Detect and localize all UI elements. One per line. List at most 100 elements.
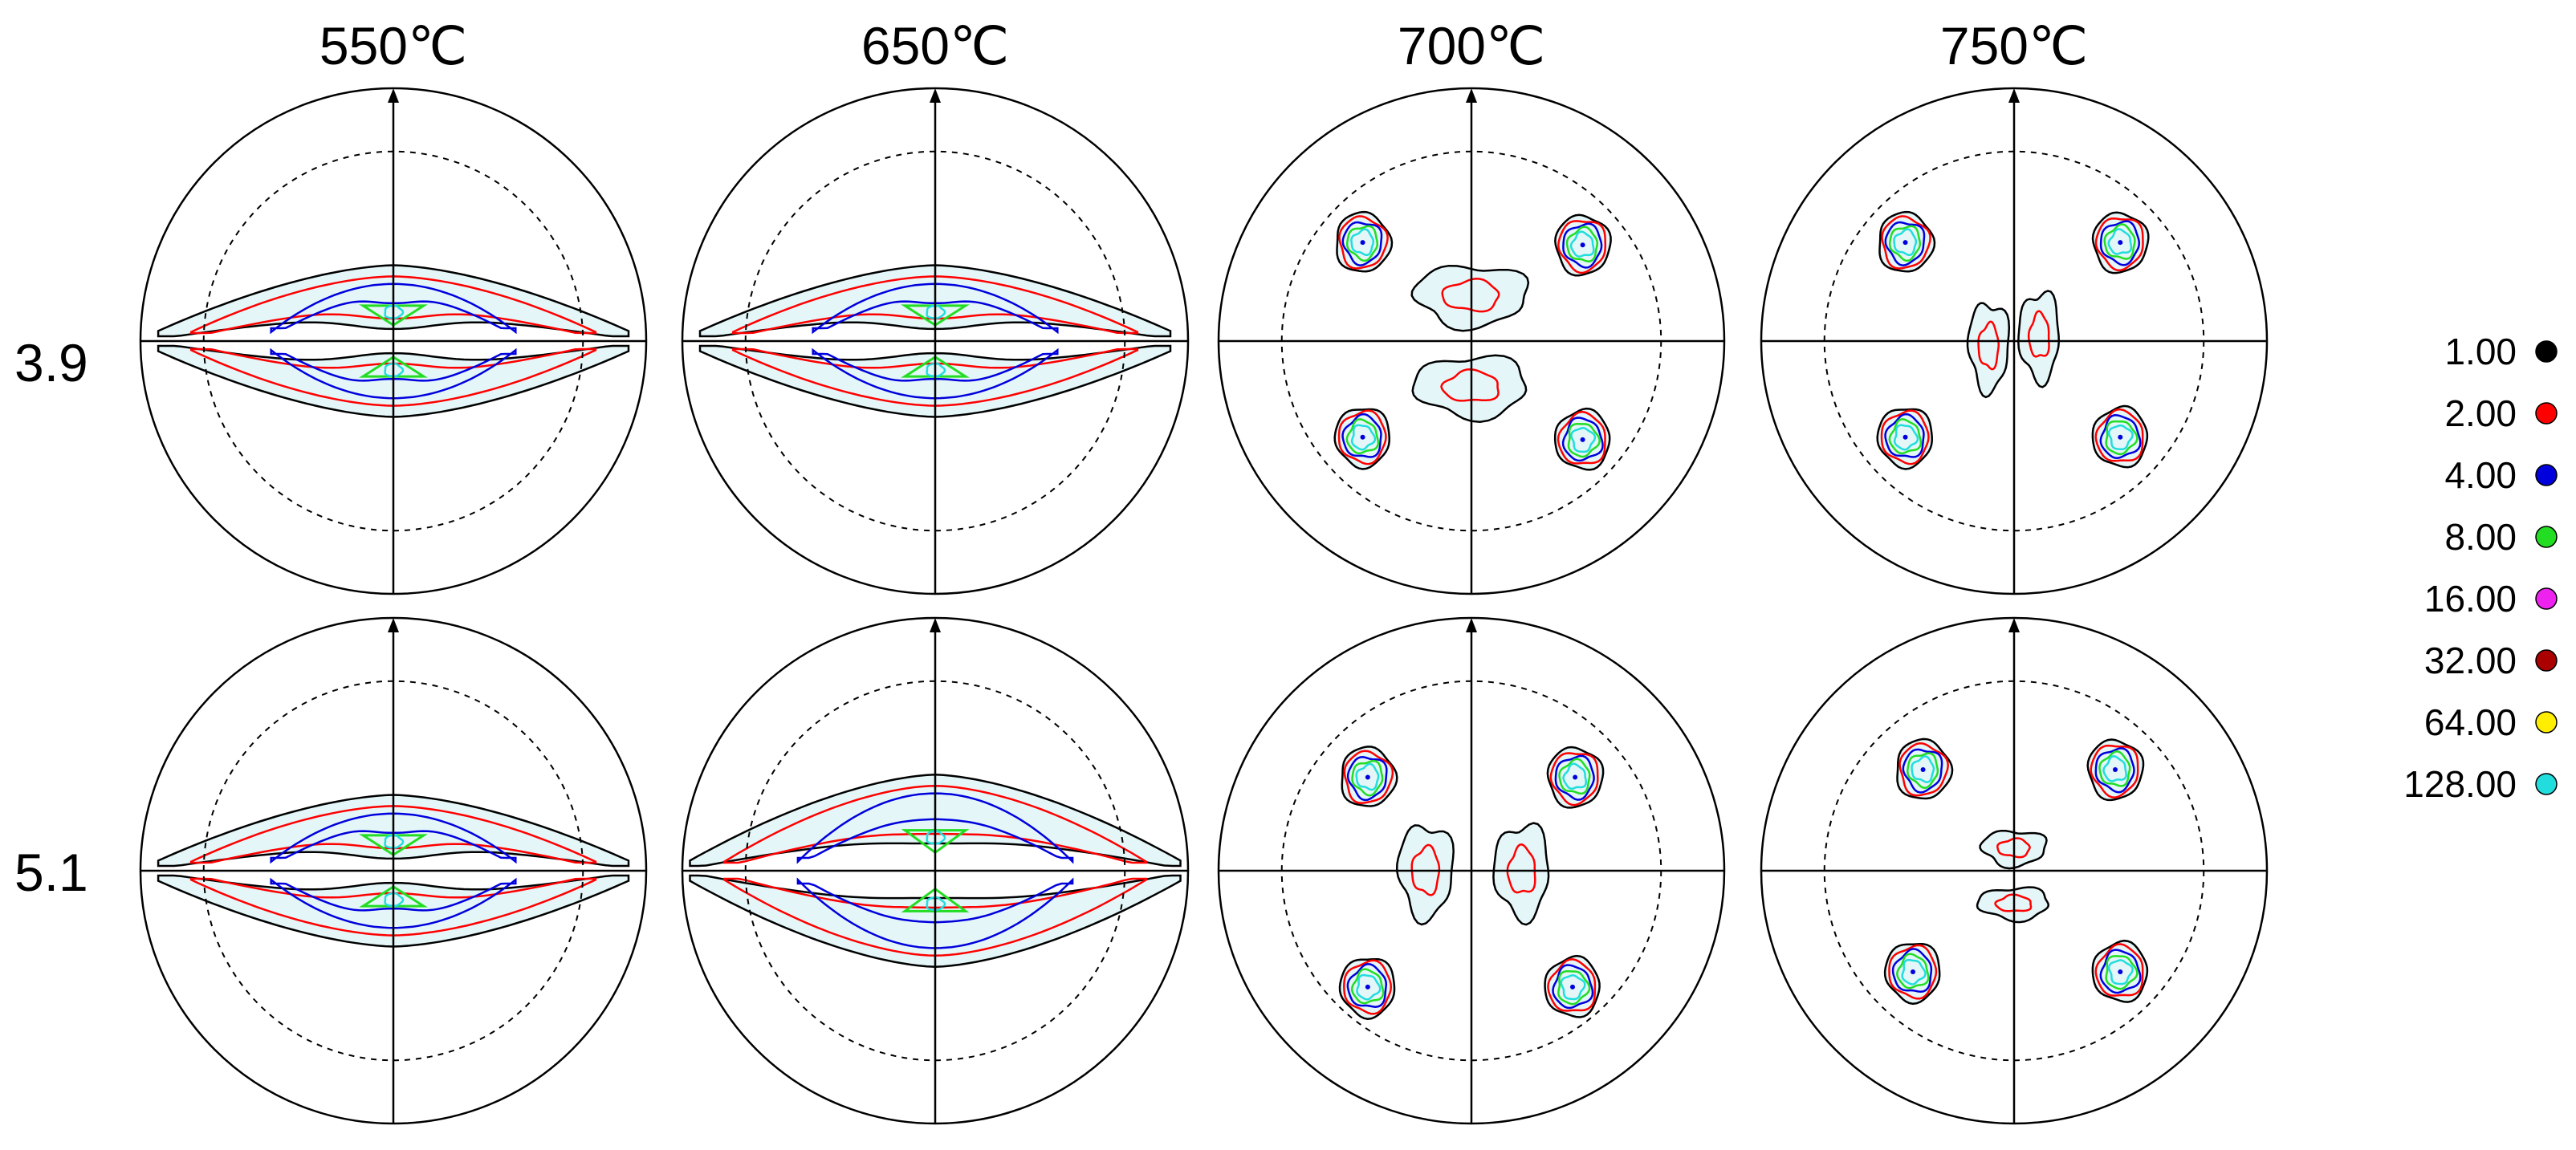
spot-contour xyxy=(2094,408,2144,462)
axis-arrow-icon xyxy=(1466,618,1477,632)
axis-arrow-icon xyxy=(930,618,941,632)
spot-contour xyxy=(1553,407,1611,471)
contour-level-2 xyxy=(1440,368,1500,402)
spot-peak xyxy=(1580,242,1585,248)
contour-level-1 xyxy=(1411,354,1528,423)
spot-contour xyxy=(1336,210,1394,273)
legend-label: 64.00 xyxy=(2424,701,2517,743)
spot-peak xyxy=(1911,969,1915,974)
spot-contour xyxy=(1881,215,1931,270)
spot-peak xyxy=(1360,434,1365,440)
spot-contour xyxy=(1562,222,1603,269)
pole-figure-panel xyxy=(1760,87,2269,595)
spot-contour xyxy=(1898,742,1949,797)
contour-level-1 xyxy=(2017,290,2061,388)
spot-contour xyxy=(1565,226,1599,263)
spot-contour xyxy=(1338,215,1389,270)
legend-label: 32.00 xyxy=(2424,640,2517,681)
legend-marker xyxy=(2535,773,2558,795)
spot-contour xyxy=(1547,958,1597,1012)
spot-contour xyxy=(2103,223,2136,260)
spot-contour xyxy=(1569,230,1595,258)
contour-level-128 xyxy=(384,834,405,849)
contour-level-2 xyxy=(722,877,1148,957)
spot-peak xyxy=(1580,437,1585,442)
contour-level-2 xyxy=(731,347,1139,407)
contour-level-4 xyxy=(796,792,1074,864)
column-label-650: 650℃ xyxy=(861,16,1009,75)
contour-level-2 xyxy=(189,805,597,864)
spot-contour xyxy=(1546,746,1605,809)
spot-contour xyxy=(1561,417,1604,462)
spot-contour xyxy=(2099,414,2142,460)
contour-level-1 xyxy=(1976,886,2050,924)
spot-contour xyxy=(1346,756,1388,802)
legend-label: 128.00 xyxy=(2403,763,2517,805)
contour-level-4 xyxy=(796,877,1074,949)
spot-contour xyxy=(2099,949,2142,994)
spot-contour xyxy=(1557,220,1607,274)
spot-contour xyxy=(1552,964,1594,1010)
spot-peak xyxy=(1902,434,1908,440)
spot-contour xyxy=(1350,424,1377,451)
spot-peak xyxy=(2113,767,2118,772)
spot-contour xyxy=(1570,427,1597,453)
contour-level-2 xyxy=(189,877,597,937)
spot-contour xyxy=(2094,217,2144,272)
spot-contour xyxy=(1554,213,1612,277)
legend-label: 4.00 xyxy=(2444,454,2517,496)
contour-level-128 xyxy=(384,304,405,319)
legend-marker xyxy=(2535,402,2558,425)
spot-contour xyxy=(1345,225,1379,262)
contour-level-4 xyxy=(270,282,517,335)
spot-peak xyxy=(2118,969,2123,974)
axis-arrow-icon xyxy=(2008,88,2020,103)
legend-marker xyxy=(2535,649,2558,672)
pole-figure-panel xyxy=(1217,616,1726,1125)
contour-level-4 xyxy=(270,347,517,400)
spot-contour xyxy=(1355,762,1380,791)
spot-contour xyxy=(2107,959,2134,985)
spot-peak xyxy=(2118,434,2123,440)
contour-level-128 xyxy=(926,830,946,845)
spot-contour xyxy=(1341,412,1382,458)
spot-contour xyxy=(1891,948,1933,994)
spot-contour xyxy=(2105,955,2139,990)
spot-contour xyxy=(1876,408,1933,470)
row-label-5-1: 5.1 xyxy=(14,843,88,902)
spot-contour xyxy=(1549,752,1599,807)
spot-peak xyxy=(1902,240,1908,246)
spot-contour xyxy=(1902,748,1943,794)
spot-peak xyxy=(1365,774,1370,780)
axis-arrow-icon xyxy=(2008,618,2020,632)
contour-level-2 xyxy=(731,275,1139,335)
spot-contour xyxy=(1888,225,1922,262)
contour-level-2 xyxy=(189,347,597,407)
contour-level-4 xyxy=(812,347,1059,400)
contour-level-1 xyxy=(1492,822,1550,926)
spot-contour xyxy=(1356,973,1382,1001)
spot-contour xyxy=(1901,958,1927,985)
legend-label: 1.00 xyxy=(2444,331,2517,372)
spot-contour xyxy=(1558,758,1591,795)
spot-contour xyxy=(1557,970,1591,1006)
legend-label: 16.00 xyxy=(2424,578,2517,620)
contour-level-1 xyxy=(1410,264,1530,332)
spot-contour xyxy=(1896,738,1954,800)
contour-level-128 xyxy=(384,362,405,378)
contour-level-128 xyxy=(926,896,946,912)
contour-level-128 xyxy=(926,362,946,378)
spot-contour xyxy=(1562,762,1588,790)
spot-peak xyxy=(1920,767,1926,772)
spot-contour xyxy=(1878,210,1936,273)
spot-contour xyxy=(2098,750,2131,787)
spot-contour xyxy=(1333,408,1390,470)
spot-contour xyxy=(1567,423,1601,458)
spot-contour xyxy=(1893,424,1919,451)
spot-contour xyxy=(1341,221,1383,266)
spot-contour xyxy=(1911,755,1935,783)
spot-contour xyxy=(2105,420,2139,456)
pole-figure-panel xyxy=(139,616,648,1125)
axis-arrow-icon xyxy=(388,618,399,632)
